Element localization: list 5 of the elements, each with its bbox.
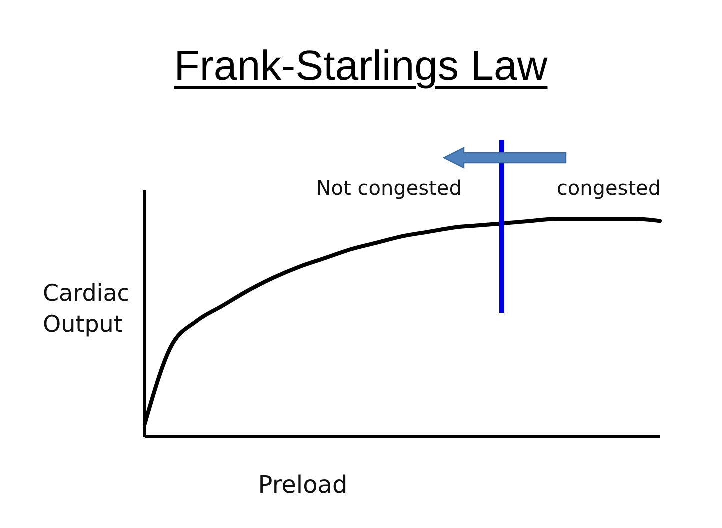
text: congested: [556, 176, 662, 200]
chart-title: Frank-Starlings Law: [174, 42, 548, 89]
y-axis-title: Cardiac Output: [43, 280, 131, 340]
x-axis-title: Preload: [257, 470, 349, 500]
text: Not congested: [316, 176, 462, 200]
